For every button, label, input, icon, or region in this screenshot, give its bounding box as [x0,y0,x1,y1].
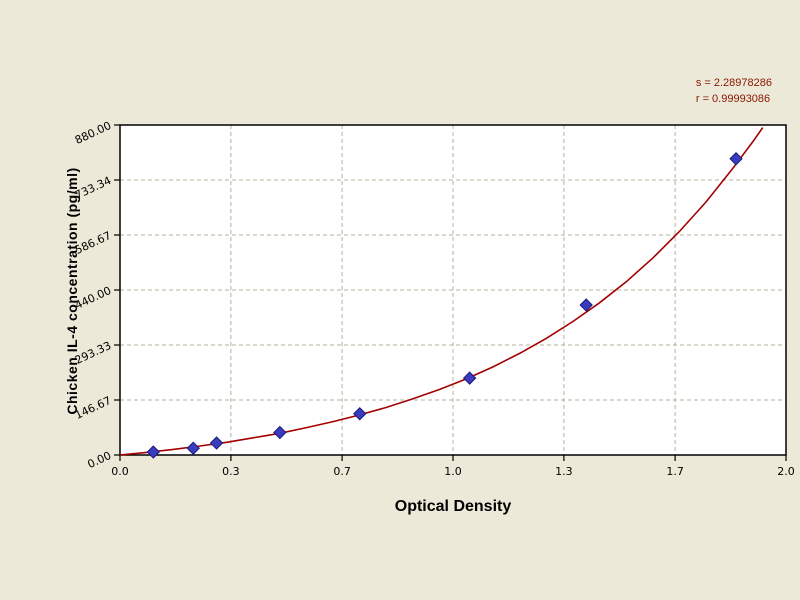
data-point [353,407,367,421]
y-tick-label: 0.00 [86,449,114,471]
data-point [146,445,161,459]
data-point [729,152,743,166]
y-axis-title: Chicken IL-4 concentration (pg/ml) [64,167,80,415]
x-axis-title: Optical Density [394,498,512,515]
data-point [273,425,287,440]
x-tick-label: 2.0 [777,465,795,478]
fit-statistics: s = 2.28978286 r = 0.99993086 [696,75,772,107]
stat-r-value: r = 0.99993086 [695,93,771,105]
x-tick-label: 0.0 [111,465,129,478]
x-tick-label: 1.0 [444,465,462,478]
x-tick-label: 1.7 [666,465,684,478]
data-point [462,371,477,385]
data-point [579,298,593,312]
stat-s-value: s = 2.28978286 [695,77,772,89]
fit-curve [119,127,764,456]
data-point [209,436,224,450]
x-tick-label: 0.7 [333,465,351,478]
x-tick-label: 0.3 [222,465,240,478]
data-point [186,441,200,455]
x-tick-label: 1.3 [555,465,573,478]
y-tick-label: 880.00 [73,119,113,147]
